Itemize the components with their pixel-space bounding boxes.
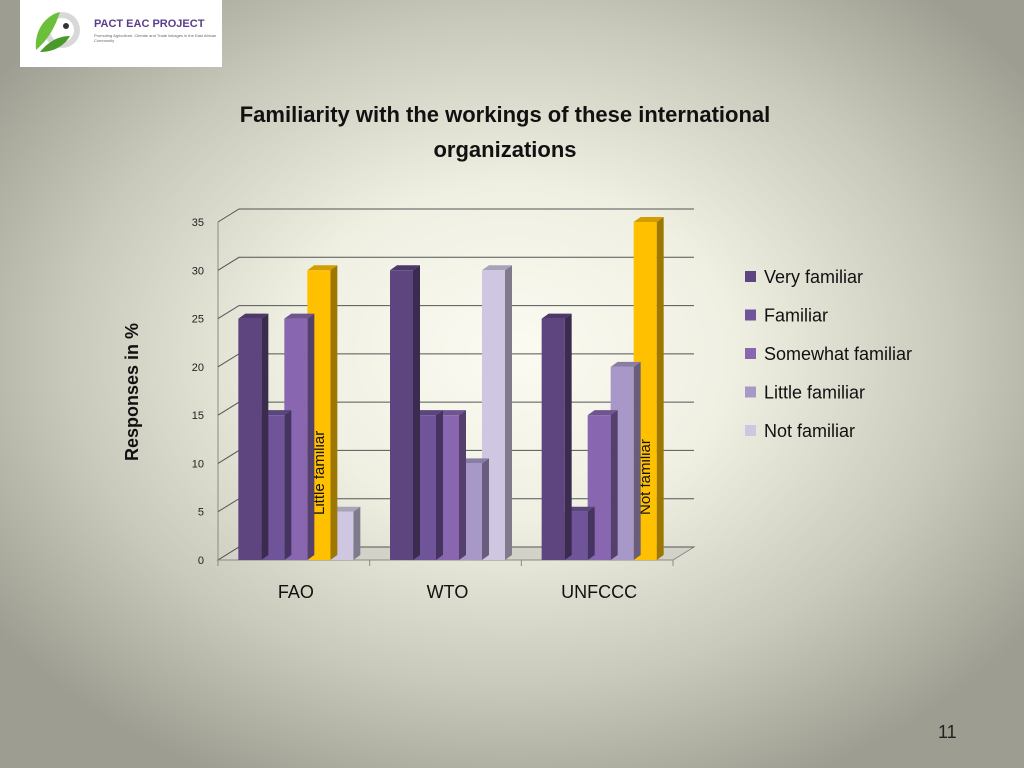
logo-title: PACT EAC PROJECT: [94, 18, 205, 30]
bar-side: [307, 313, 315, 560]
bar-side: [656, 217, 664, 560]
legend-label: Very familiar: [764, 267, 863, 287]
bar-side: [633, 361, 641, 560]
y-tick-label: 35: [192, 217, 204, 229]
bar: [541, 318, 565, 560]
bar-annotation: Little familiar: [311, 431, 328, 515]
chart-title: Familiarity with the workings of these i…: [240, 102, 771, 127]
legend-label: Familiar: [764, 306, 828, 326]
bar-side: [459, 410, 466, 560]
legend-label: Little familiar: [764, 383, 865, 403]
legend-swatch: [745, 271, 756, 282]
x-tick-label: FAO: [278, 582, 314, 602]
bar-top: [459, 458, 489, 464]
bar-side: [330, 265, 338, 560]
legend-label: Somewhat familiar: [764, 344, 912, 364]
bar-top: [390, 265, 420, 271]
bar-annotation: Not familiar: [637, 439, 654, 515]
bar-side: [261, 313, 269, 560]
bar-side: [413, 265, 420, 560]
bar-top: [330, 506, 361, 512]
bar: [390, 270, 413, 560]
legend-swatch: [745, 386, 756, 398]
legend-label: Not familiar: [764, 421, 855, 441]
bar-side: [505, 265, 512, 560]
bar-side: [353, 506, 361, 560]
bar-top: [261, 410, 292, 416]
y-tick-label: 15: [192, 410, 204, 422]
y-axis-label: Responses in %: [122, 323, 142, 461]
chart-title: organizations: [433, 137, 576, 162]
bar: [238, 318, 262, 560]
bar-side: [284, 410, 292, 560]
bar-top: [238, 313, 269, 319]
x-tick-label: WTO: [427, 582, 469, 602]
bar-top: [413, 410, 443, 416]
bar-top: [284, 313, 315, 319]
y-tick-label: 5: [198, 507, 204, 519]
logo: PACT EAC PROJECT Promoting Agriculture, …: [20, 0, 222, 67]
x-tick-label: UNFCCC: [561, 582, 637, 602]
bar-top: [587, 410, 618, 416]
gridline: [217, 256, 694, 271]
bar-top: [541, 313, 572, 319]
legend-swatch: [745, 309, 756, 321]
bar-top: [610, 361, 641, 367]
legend-swatch: [745, 425, 756, 436]
page-number: 11: [938, 722, 957, 742]
bar-side: [482, 458, 489, 560]
legend-swatch: [745, 348, 756, 359]
y-tick-label: 25: [192, 314, 204, 326]
bar-top: [307, 265, 338, 271]
logo-subtitle: Promoting Agriculture, Climate and Trade…: [94, 33, 217, 43]
y-tick-label: 10: [192, 458, 204, 470]
gridline: [217, 305, 694, 319]
gridline: [217, 208, 694, 223]
bar-side: [564, 313, 572, 560]
bar-side: [610, 410, 618, 560]
bar-top: [482, 265, 512, 271]
y-tick-label: 30: [192, 265, 204, 277]
leaf-globe-icon: [35, 12, 80, 52]
y-tick-label: 20: [192, 362, 204, 374]
bar-top: [436, 410, 466, 416]
bar-side: [436, 410, 443, 560]
bar-side: [587, 506, 595, 560]
y-tick-label: 0: [198, 555, 204, 567]
bar-top: [564, 506, 595, 512]
bar-top: [633, 217, 664, 222]
